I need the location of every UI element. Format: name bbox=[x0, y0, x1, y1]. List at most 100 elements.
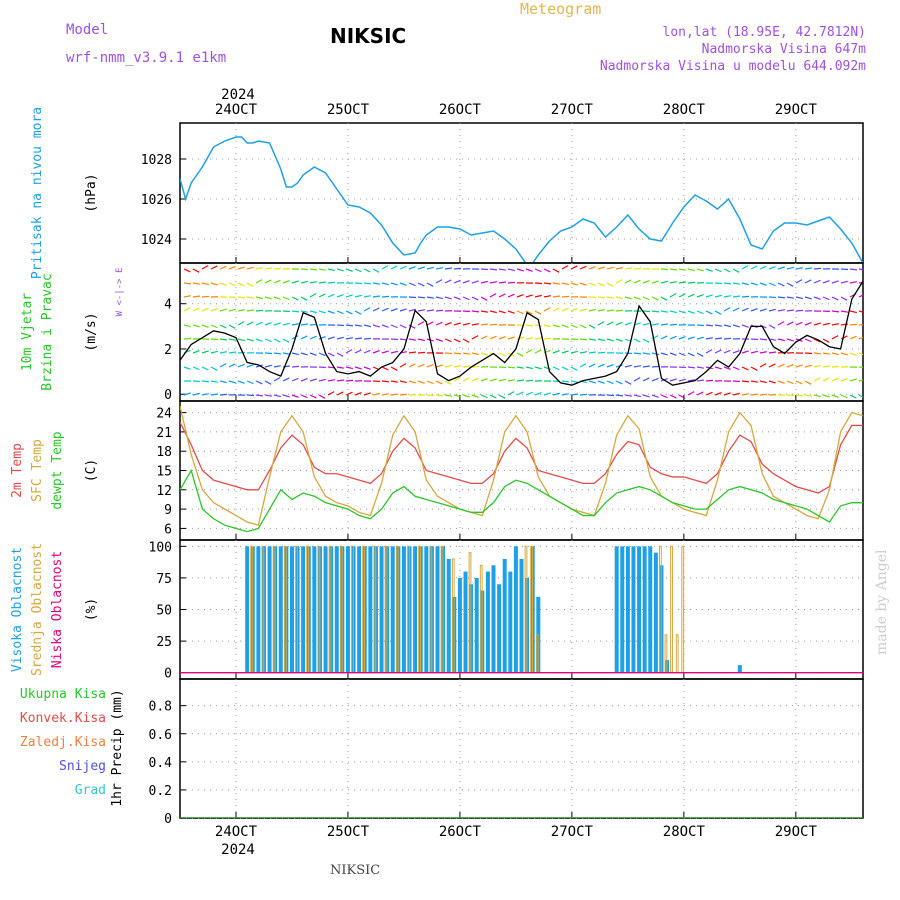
wind-arrow-658 bbox=[768, 380, 776, 384]
clouds-bar-0-22 bbox=[368, 546, 373, 673]
wind-arrow-281 bbox=[435, 279, 443, 284]
top-tick-3: 27OCT bbox=[551, 102, 594, 118]
wind-arrow-127 bbox=[291, 365, 300, 368]
wind-arrow-187 bbox=[345, 366, 353, 370]
wind-arrow-502 bbox=[633, 296, 641, 300]
wind-arrow-222 bbox=[381, 295, 390, 298]
wind-arrow-601 bbox=[723, 282, 732, 285]
wind-arrow-755 bbox=[858, 336, 863, 340]
wind-arrow-620 bbox=[741, 265, 749, 270]
wind-arrow-256 bbox=[408, 351, 417, 354]
wind-arrow-422 bbox=[561, 295, 570, 298]
wind-arrow-45 bbox=[219, 338, 228, 341]
wind-arrow-651 bbox=[768, 282, 776, 287]
wind-arrow-166 bbox=[327, 352, 335, 357]
wind-arrow-590 bbox=[714, 268, 722, 273]
wind-arrow-542 bbox=[669, 293, 677, 298]
clouds-bar-0-16 bbox=[334, 546, 339, 673]
wind-arrow-475 bbox=[606, 338, 614, 342]
bottom-tick-2: 26OCT bbox=[439, 824, 482, 840]
clouds-bar-0-63 bbox=[737, 665, 742, 673]
clouds-bar-0-41 bbox=[474, 577, 479, 673]
wind-arrow-732 bbox=[840, 296, 848, 301]
wind-arrow-159 bbox=[318, 394, 326, 399]
wind-arrow-535 bbox=[660, 335, 668, 340]
wind-arrow-499 bbox=[624, 394, 632, 397]
wind-arrow-733 bbox=[840, 310, 848, 313]
wind-arrow-142 bbox=[309, 293, 317, 298]
wind-arrow-356 bbox=[498, 352, 506, 357]
wind-arrow-227 bbox=[381, 366, 389, 371]
wind-arrow-31 bbox=[210, 282, 218, 286]
wind-arrow-291 bbox=[444, 279, 452, 284]
wind-arrow-656 bbox=[768, 351, 777, 354]
wind-arrow-56 bbox=[228, 351, 237, 354]
clouds-bar-0-36 bbox=[446, 558, 451, 673]
wind-arrow-477 bbox=[606, 364, 614, 368]
wind-arrow-706 bbox=[813, 352, 822, 355]
clouds-bar-0-60 bbox=[653, 552, 658, 673]
pressure-unit: (hPa) bbox=[84, 173, 99, 212]
wind-arrow-643 bbox=[759, 308, 767, 312]
wind-arrow-485 bbox=[615, 338, 623, 342]
wind-arrow-372 bbox=[516, 294, 524, 298]
wind-arrow-77 bbox=[246, 364, 254, 368]
wind-arrow-470 bbox=[606, 266, 614, 270]
wind-arrow-664 bbox=[777, 321, 785, 326]
wind-arrow-295 bbox=[444, 338, 452, 343]
wind-arrow-72 bbox=[246, 296, 254, 299]
wind-arrow-115 bbox=[282, 338, 290, 343]
wind-arrow-545 bbox=[669, 335, 677, 340]
wind-arrow-13 bbox=[192, 307, 200, 312]
wind-arrow-487 bbox=[615, 364, 623, 368]
wind-arrow-100 bbox=[273, 267, 282, 270]
wind-arrow-229 bbox=[381, 393, 389, 396]
wind-arrow-324 bbox=[471, 323, 479, 326]
wind-arrow-468 bbox=[597, 380, 605, 384]
wind-arrow-363 bbox=[507, 310, 515, 314]
wind-arrow-688 bbox=[795, 380, 803, 385]
wind-arrow-646 bbox=[759, 351, 767, 354]
wind-arrow-106 bbox=[273, 352, 282, 355]
wind-arrow-628 bbox=[741, 380, 750, 383]
wind-arrow-429 bbox=[561, 393, 569, 396]
wind-arrow-692 bbox=[804, 296, 812, 300]
wind-arrow-593 bbox=[714, 310, 722, 315]
wind-arrow-282 bbox=[435, 296, 443, 300]
wind-arrow-228 bbox=[381, 380, 390, 383]
clouds-bar-0-53 bbox=[614, 546, 619, 673]
wind-arrow-312 bbox=[462, 296, 470, 301]
wind-arrow-254 bbox=[408, 324, 416, 329]
wind-arrow-39 bbox=[210, 393, 219, 396]
pressure-ylabel-0: Pritisak na nivou mora bbox=[30, 107, 45, 279]
temperature-ytick-label-2: 12 bbox=[156, 484, 172, 499]
wind-arrow-678 bbox=[786, 380, 794, 385]
wind-arrow-421 bbox=[561, 282, 569, 286]
wind-arrow-662 bbox=[777, 296, 786, 299]
wind-arrow-758 bbox=[858, 379, 863, 382]
wind-arrow-226 bbox=[381, 350, 389, 354]
wind-ytick-label-1: 2 bbox=[164, 343, 172, 358]
temperature-ytick-label-4: 18 bbox=[156, 445, 172, 460]
wind-arrow-34 bbox=[210, 324, 218, 329]
wind-arrow-512 bbox=[642, 296, 650, 301]
bottom-tick-5: 29OCT bbox=[775, 824, 818, 840]
temperature-series-1 bbox=[180, 406, 863, 527]
wind-arrow-165 bbox=[327, 336, 335, 340]
wind-arrow-527 bbox=[651, 365, 660, 368]
wind-arrow-704 bbox=[813, 322, 821, 326]
wind-arrow-319 bbox=[462, 394, 470, 398]
wind-arrow-43 bbox=[219, 308, 227, 312]
wind-arrow-718 bbox=[822, 377, 830, 382]
wind-arrow-474 bbox=[606, 321, 614, 326]
wind-arrow-670 bbox=[786, 266, 794, 270]
wind-arrow-288 bbox=[435, 380, 443, 385]
wind-arrow-341 bbox=[489, 281, 497, 284]
wind-arrow-617 bbox=[732, 366, 740, 371]
wind-arrow-2 bbox=[183, 295, 191, 298]
wind-arrow-332 bbox=[480, 296, 488, 301]
wind-arrow-568 bbox=[687, 379, 695, 382]
wind-arrow-716 bbox=[822, 352, 830, 355]
wind-arrow-180 bbox=[345, 268, 353, 272]
wind-arrow-540 bbox=[669, 268, 678, 271]
